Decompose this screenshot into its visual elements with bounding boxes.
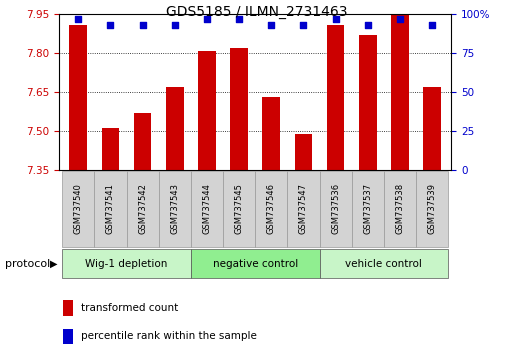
Point xyxy=(300,22,308,28)
Bar xyxy=(230,48,248,170)
FancyBboxPatch shape xyxy=(320,249,448,278)
Text: ▶: ▶ xyxy=(50,259,58,269)
Bar xyxy=(63,300,73,316)
FancyBboxPatch shape xyxy=(320,171,352,247)
FancyBboxPatch shape xyxy=(223,171,255,247)
Bar xyxy=(294,133,312,170)
Text: GSM737540: GSM737540 xyxy=(74,183,83,234)
Bar xyxy=(166,87,184,170)
Point xyxy=(171,22,179,28)
Point xyxy=(235,16,243,22)
Text: GSM737536: GSM737536 xyxy=(331,183,340,234)
Text: GSM737537: GSM737537 xyxy=(363,183,372,234)
Text: GSM737539: GSM737539 xyxy=(428,183,437,234)
FancyBboxPatch shape xyxy=(416,171,448,247)
Text: Wig-1 depletion: Wig-1 depletion xyxy=(85,259,168,269)
Point xyxy=(139,22,147,28)
Bar xyxy=(134,113,151,170)
Text: negative control: negative control xyxy=(212,259,298,269)
Text: GSM737546: GSM737546 xyxy=(267,183,276,234)
Point xyxy=(428,22,436,28)
Text: GSM737543: GSM737543 xyxy=(170,183,180,234)
Bar xyxy=(63,329,73,344)
Point xyxy=(396,16,404,22)
FancyBboxPatch shape xyxy=(94,171,127,247)
Bar xyxy=(359,35,377,170)
Bar xyxy=(102,129,120,170)
Bar xyxy=(198,51,216,170)
Text: GSM737547: GSM737547 xyxy=(299,183,308,234)
Text: GSM737544: GSM737544 xyxy=(203,183,211,234)
FancyBboxPatch shape xyxy=(352,171,384,247)
Point xyxy=(74,16,83,22)
FancyBboxPatch shape xyxy=(191,171,223,247)
FancyBboxPatch shape xyxy=(127,171,159,247)
FancyBboxPatch shape xyxy=(191,249,320,278)
Text: GSM737545: GSM737545 xyxy=(234,183,244,234)
Bar xyxy=(391,14,409,170)
Point xyxy=(203,16,211,22)
Point xyxy=(267,22,275,28)
FancyBboxPatch shape xyxy=(384,171,416,247)
FancyBboxPatch shape xyxy=(287,171,320,247)
Bar xyxy=(263,97,280,170)
Point xyxy=(106,22,114,28)
Text: transformed count: transformed count xyxy=(81,303,178,313)
Point xyxy=(331,16,340,22)
Point xyxy=(364,22,372,28)
Text: protocol: protocol xyxy=(5,259,50,269)
FancyBboxPatch shape xyxy=(62,171,94,247)
Bar xyxy=(423,87,441,170)
Text: vehicle control: vehicle control xyxy=(345,259,422,269)
Bar xyxy=(327,24,345,170)
Text: GDS5185 / ILMN_2731463: GDS5185 / ILMN_2731463 xyxy=(166,5,347,19)
Text: percentile rank within the sample: percentile rank within the sample xyxy=(81,331,256,342)
FancyBboxPatch shape xyxy=(159,171,191,247)
Bar xyxy=(69,24,87,170)
Text: GSM737538: GSM737538 xyxy=(396,183,404,234)
FancyBboxPatch shape xyxy=(62,249,191,278)
Text: GSM737542: GSM737542 xyxy=(138,183,147,234)
Text: GSM737541: GSM737541 xyxy=(106,183,115,234)
FancyBboxPatch shape xyxy=(255,171,287,247)
